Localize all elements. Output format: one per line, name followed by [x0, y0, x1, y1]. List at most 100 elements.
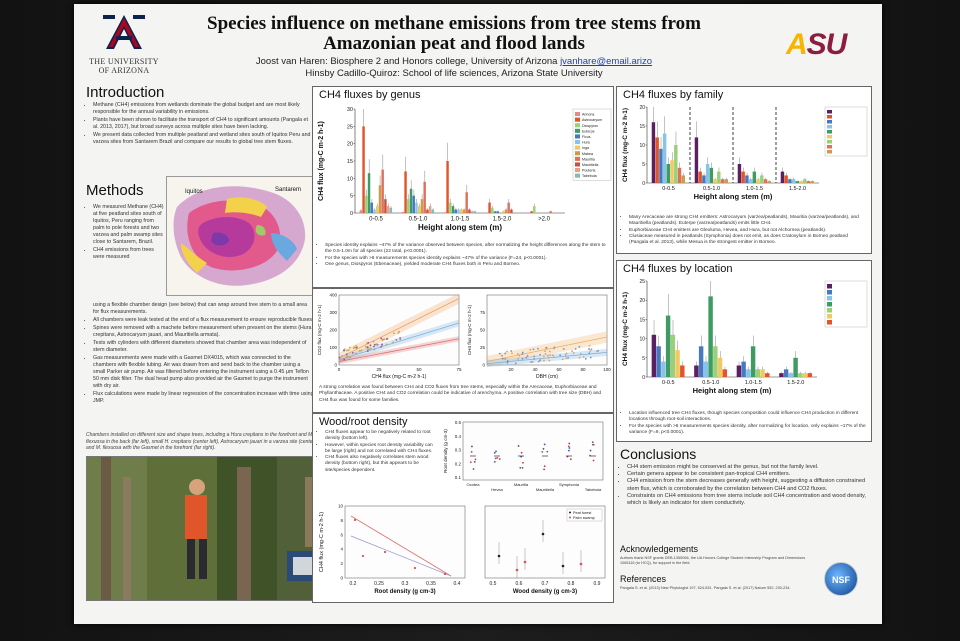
data-point — [517, 445, 520, 447]
data-point — [504, 352, 507, 355]
species-label: Tabebuia — [585, 487, 602, 492]
data-point — [548, 350, 551, 353]
bar — [404, 171, 407, 213]
data-point — [574, 347, 577, 350]
bar — [431, 209, 435, 213]
ch4-vs-dbh-scatter: 20 40 60 80 100 0 25 50 75 DBH (cm) CH4 flux (mg-C… — [467, 294, 611, 380]
data-point — [567, 449, 570, 452]
data-point — [351, 351, 354, 354]
y-axis-label: CH4 flux (mg-C m-2 h-1) — [622, 292, 629, 366]
bar — [755, 369, 761, 377]
map-label-iquitos: Iquitos — [185, 189, 203, 195]
y-axis-label: CH4 flux (mg-C m-2 h-1) — [319, 512, 325, 572]
bar — [656, 346, 661, 377]
legend-swatch — [827, 115, 832, 119]
y-tick-label: 0 — [482, 363, 485, 368]
bar — [418, 206, 421, 213]
intro-bullet: Methane (CH4) emissions from wetlands do… — [93, 102, 314, 116]
data-point — [565, 352, 568, 355]
genus-notes: Species identity explains ~47% of the va… — [319, 243, 609, 268]
y-tick-label: 10 — [347, 176, 353, 182]
y-tick-label: 6 — [340, 532, 343, 537]
methods-bullet: Spines were removed with a machete befor… — [93, 325, 314, 339]
data-point — [493, 460, 496, 463]
data-point — [346, 355, 349, 358]
bar — [488, 202, 491, 213]
data-point — [543, 468, 545, 471]
data-point — [373, 348, 376, 351]
y-tick-label: 0.5 — [455, 420, 462, 425]
author-email-link[interactable]: jvanhare@email.arizo — [560, 56, 653, 67]
data-point — [355, 344, 357, 347]
bar — [780, 171, 785, 183]
family-notes: Many Arecaceae are strong CH4 emitters: … — [623, 215, 867, 246]
data-point — [505, 350, 508, 353]
data-point — [526, 354, 529, 357]
data-point — [561, 358, 564, 361]
data-point — [568, 442, 571, 445]
y-tick-label: 0 — [350, 211, 353, 217]
data-point — [590, 348, 593, 351]
data-point — [383, 338, 386, 341]
plot-area — [486, 294, 608, 366]
family-chart: 0 5 10 15 20 0-0.5 0.5-1.0 1.0-1.5 1.5-2.0 Height… — [622, 105, 868, 201]
data-point — [559, 354, 562, 357]
x-tick-label: 0.5-1.0 — [702, 380, 719, 386]
species-label: Mauritiella — [536, 487, 555, 492]
y-tick-label: 0 — [642, 375, 645, 381]
bar — [720, 179, 725, 183]
bar — [401, 211, 405, 213]
data-point — [552, 356, 555, 359]
bar — [533, 206, 536, 213]
data-point — [595, 350, 598, 353]
x-tick-label: 100 — [603, 367, 611, 372]
asu-logo-su: SU — [806, 28, 848, 61]
x-tick-label: 80 — [580, 367, 586, 372]
y-tick-label: 5 — [642, 356, 645, 362]
genus-chart: 0 5 10 15 20 25 30 0-0.5 0.5-1.0 1.0-1.5 1.5-2.0 >2… — [318, 107, 612, 232]
asu-logo-a: A — [786, 28, 808, 61]
wood-panel: Wood/root density CH4 fluxes appear to b… — [312, 413, 614, 603]
x-tick-label: 0.5-1.0 — [703, 186, 720, 192]
fit-line — [350, 535, 452, 577]
legend-swatch — [575, 151, 580, 156]
data-point — [472, 468, 475, 470]
bar — [798, 373, 803, 377]
bar — [666, 164, 671, 183]
data-point — [473, 460, 476, 463]
x-tick-label: 1.5-2.0 — [787, 380, 804, 386]
bar — [675, 350, 680, 377]
x-tick-label: 0.7 — [542, 581, 549, 587]
bar — [756, 179, 760, 183]
bar — [680, 365, 685, 377]
location-notes: Location influenced tree CH4 fluxes, tho… — [623, 411, 867, 436]
data-point — [397, 332, 400, 334]
x-tick-label: 0.8 — [568, 581, 575, 587]
references-text: Pangala S. et al. (2013) New Phytologist… — [620, 586, 791, 590]
conclusion-bullet: Constraints on CH4 emissions from tree s… — [627, 493, 870, 507]
bar — [655, 137, 659, 183]
conclusions-heading: Conclusions — [620, 446, 697, 462]
methods-bullet: Flux calculations were made by linear re… — [93, 391, 314, 405]
author-line-2: Hinsby Cadillo-Quiroz: School of life sc… — [305, 68, 603, 79]
x-tick-label: 0.5 — [490, 581, 497, 587]
bar — [659, 148, 663, 183]
data-point — [531, 361, 534, 363]
bar — [365, 195, 368, 213]
data-point — [568, 447, 571, 449]
y-tick-label: 0.1 — [455, 475, 462, 480]
legend-swatch — [827, 302, 832, 307]
data-point — [381, 344, 383, 347]
legend-label: Palm swamp — [573, 516, 595, 520]
location-title: CH4 fluxes by location — [623, 263, 733, 275]
data-point — [360, 349, 363, 352]
bar — [724, 179, 728, 183]
data-point — [567, 445, 570, 448]
data-point — [471, 445, 473, 448]
bar — [737, 164, 742, 183]
bar — [703, 361, 709, 377]
data-point — [521, 353, 524, 356]
y-axis-label: CH4 flux (mg-C m-2 h-1) — [318, 121, 325, 201]
bar — [428, 206, 432, 213]
bar — [752, 171, 757, 183]
